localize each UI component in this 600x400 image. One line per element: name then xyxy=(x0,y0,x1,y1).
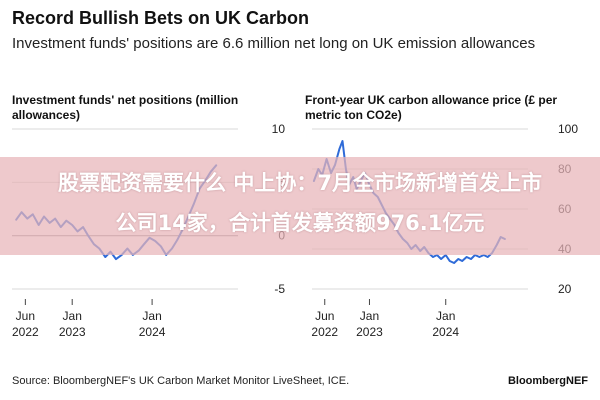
price-x-tick-label: Jan xyxy=(436,309,455,323)
chart-subtitle: Investment funds' positions are 6.6 mill… xyxy=(12,35,536,52)
positions-x-tick-label: Jan xyxy=(142,309,161,323)
price-y-tick-label: 20 xyxy=(558,282,572,296)
positions-x-tick-label: Jun xyxy=(16,309,35,323)
price-x-tick-label: Jun xyxy=(315,309,334,323)
right-panel-title: Front-year UK carbon allowance price (£ … xyxy=(305,93,558,122)
positions-y-tick-label: -5 xyxy=(274,282,285,296)
positions-x-tick-year: 2022 xyxy=(12,325,39,339)
left-panel-title: Investment funds' net positions (million… xyxy=(12,93,239,122)
price-y-tick-label: 100 xyxy=(558,122,578,136)
price-x-tick-year: 2024 xyxy=(432,325,459,339)
positions-y-tick-label: 10 xyxy=(272,122,286,136)
overlay-banner-line-1: 股票配资需要什么 中上协：7月全市场新增首发上市 xyxy=(58,171,542,195)
brand-logo-text: BloombergNEF xyxy=(507,375,588,387)
overlay-banner-line-2: 公司14家，合计首发募资额976.1亿元 xyxy=(115,211,485,235)
source-note: Source: BloombergNEF's UK Carbon Market … xyxy=(12,375,350,387)
overlay-banner xyxy=(0,157,600,255)
price-x-tick-year: 2023 xyxy=(356,325,383,339)
price-x-tick-label: Jan xyxy=(360,309,379,323)
price-x-tick-year: 2022 xyxy=(311,325,338,339)
positions-x-tick-label: Jan xyxy=(63,309,82,323)
chart-title: Record Bullish Bets on UK Carbon xyxy=(12,8,310,28)
positions-x-tick-year: 2023 xyxy=(59,325,86,339)
positions-x-tick-year: 2024 xyxy=(139,325,166,339)
